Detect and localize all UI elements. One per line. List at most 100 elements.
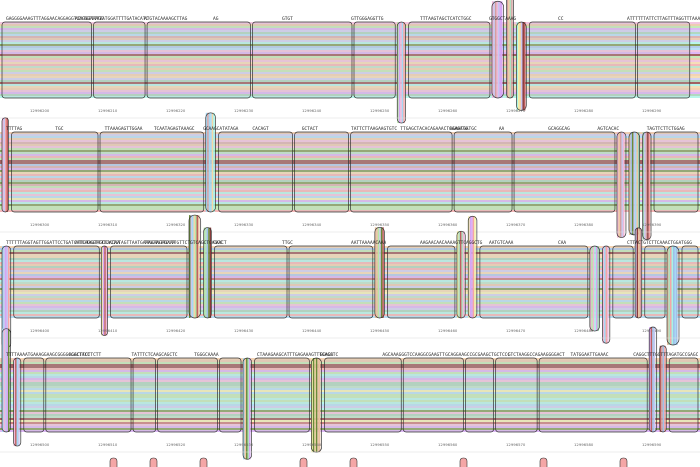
sequence-label: TTAAAGAGTTGGAA (105, 126, 143, 132)
path-stripe (0, 420, 700, 422)
sequence-label: TTTAAGTAGCTCATCTGGC (420, 16, 472, 22)
bubble-stripe (13, 358, 16, 447)
node (637, 21, 691, 99)
path-stripe (0, 186, 700, 188)
position-label: 12996260 (438, 108, 458, 113)
bubble-node (299, 457, 308, 467)
bubble-stripe (207, 112, 209, 212)
bubble-stripe (511, 0, 513, 99)
bubble-stripe (205, 227, 207, 318)
bubble-stripe (3, 117, 5, 212)
bubble-stripe (493, 1, 495, 98)
bubble-stripe (664, 345, 666, 432)
path-stripe (0, 188, 700, 190)
node (252, 21, 353, 99)
path-stripe (0, 400, 700, 402)
path-stripe (0, 266, 700, 268)
sequence-label: CAA (558, 240, 566, 246)
bubble-stripe (190, 215, 192, 318)
position-label: 12996470 (506, 328, 526, 333)
sequence-label: TTTTTTAGGTAGTTGGATTCCTGATCATCAGGGTTTTCAC… (6, 240, 120, 246)
bubble-stripe (496, 1, 498, 98)
path-stripe (0, 30, 700, 32)
bubble-stripe (244, 358, 247, 460)
path-stripe (0, 198, 700, 200)
bubble-node (100, 245, 108, 336)
bubble-node (616, 131, 627, 238)
bubble-stripe (638, 227, 640, 318)
path-stripe (0, 146, 700, 148)
path-stripe (0, 56, 700, 58)
sequence-label: CACAGT (252, 126, 269, 132)
bubble-node (311, 357, 322, 453)
bubble-node (13, 357, 22, 447)
bubble-node (642, 131, 652, 240)
path-stripe (0, 300, 700, 302)
path-stripe (0, 76, 700, 78)
bubble-stripe (648, 132, 651, 240)
path-stripe (0, 376, 700, 378)
path-stripe (0, 360, 700, 362)
bubble-stripe (591, 246, 593, 332)
path-stripe (0, 254, 700, 256)
bubble-node (666, 245, 680, 346)
path-stripe (0, 132, 700, 134)
path-stripe (0, 158, 700, 160)
path-stripe (0, 256, 700, 258)
node (132, 357, 156, 433)
bubble-stripe (491, 1, 494, 98)
bubble-stripe (635, 227, 637, 318)
path-stripe (0, 312, 700, 314)
bubble-stripe (523, 22, 526, 111)
bubble-stripe (631, 132, 634, 235)
path-stripe (0, 26, 700, 28)
path-stripe (0, 142, 700, 144)
path-stripe (0, 148, 700, 150)
path-stripe (0, 362, 700, 364)
bubble-stripe (628, 132, 631, 235)
bubble-stripe (636, 132, 638, 235)
node (408, 21, 491, 99)
path-stripe (0, 82, 700, 84)
bubble-stripe (500, 1, 503, 98)
node (45, 357, 132, 433)
node (353, 21, 396, 99)
path-stripe (0, 160, 700, 162)
bubble-stripe (676, 246, 678, 346)
path-stripe (0, 68, 700, 70)
path-stripe (0, 262, 700, 264)
bubble-stripe (461, 231, 463, 318)
bubble-stripe (637, 132, 640, 235)
sequence-label: TGGGCAAAA (194, 352, 219, 358)
path-stripe (0, 414, 700, 416)
path-stripe (0, 204, 700, 206)
bubble-stripe (2, 117, 4, 212)
node (110, 245, 188, 319)
sequence-label: CC (558, 16, 564, 22)
path-stripe (0, 284, 700, 286)
sequence-label: CAGGCTTTGGTTTAGATGCCGAGC (633, 352, 698, 358)
path-stripe (0, 62, 700, 64)
bubble-stripe (208, 112, 211, 212)
path-stripe (0, 370, 700, 372)
path-stripe (0, 54, 700, 56)
node (324, 357, 402, 433)
bubble-stripe (203, 227, 206, 318)
bubble-stripe (668, 246, 671, 346)
bubble-stripe (397, 22, 399, 124)
path-stripe (0, 84, 700, 86)
position-label: 12996230 (234, 108, 254, 113)
path-stripe (0, 264, 700, 266)
sequence-label: CTAAAGAAGCATTTGAGAAAGTTTGAGCTC (257, 352, 339, 358)
path-stripe (0, 270, 700, 272)
bubble-stripe (595, 246, 598, 332)
path-stripe (0, 70, 700, 72)
bubble-node (659, 345, 667, 433)
path-stripe (0, 290, 700, 292)
bubble-stripe (674, 246, 677, 346)
path-stripe (0, 206, 700, 208)
sequence-label: TATTCTTAAGAAGTGTC (351, 126, 397, 132)
bubble-stripe (471, 216, 473, 318)
